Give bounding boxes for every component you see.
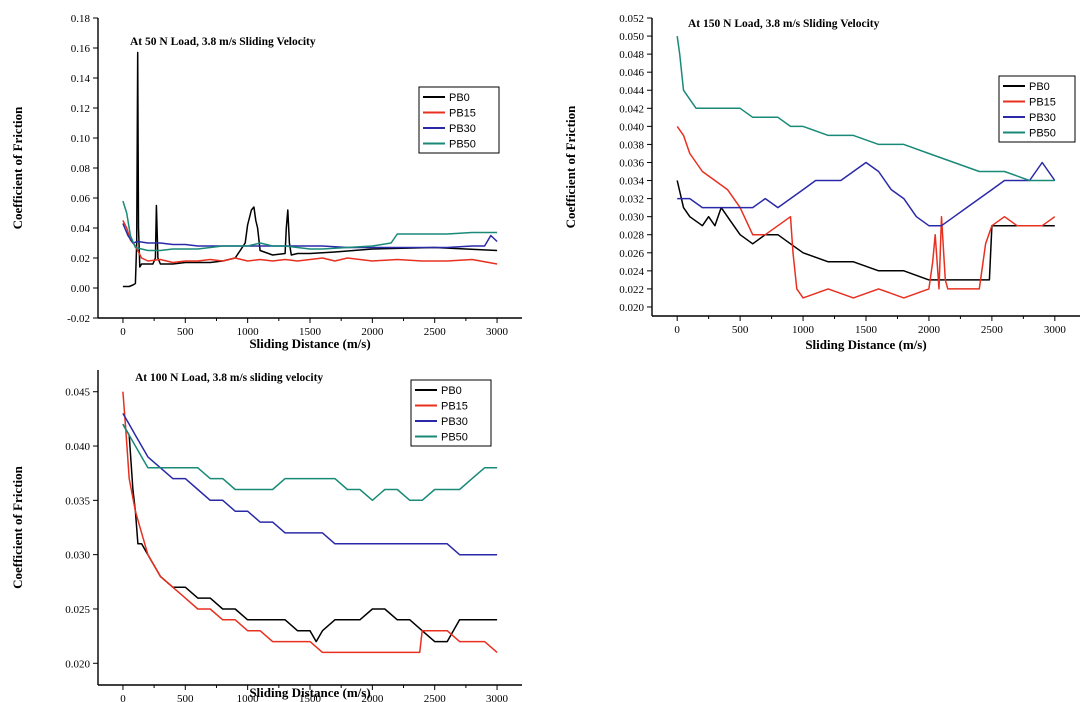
x-tick-label: 3000 [1044, 324, 1067, 336]
x-tick-label: 3000 [486, 326, 509, 338]
legend-label-pb15: PB15 [441, 401, 468, 413]
y-tick-label: 0.046 [619, 67, 644, 79]
chart-title: At 100 N Load, 3.8 m/s sliding velocity [135, 372, 323, 384]
y-tick-label: 0.036 [619, 157, 644, 169]
legend-label-pb30: PB30 [449, 123, 476, 135]
y-tick-label: 0.04 [71, 223, 91, 235]
x-tick-label: 500 [177, 693, 194, 702]
chart-title: At 50 N Load, 3.8 m/s Sliding Velocity [130, 36, 316, 48]
x-tick-label: 500 [732, 324, 749, 336]
x-tick-label: 1500 [299, 693, 322, 702]
y-tick-label: 0.020 [65, 658, 90, 670]
x-tick-label: 0 [120, 693, 126, 702]
y-tick-label: 0.040 [65, 441, 90, 453]
chart-title: At 150 N Load, 3.8 m/s Sliding Velocity [688, 18, 880, 30]
y-tick-label: 0.10 [71, 133, 91, 145]
y-tick-label: 0.16 [71, 43, 91, 55]
series-pb50-line [122, 200, 498, 252]
x-axis-title: Sliding Distance (m/s) [249, 336, 370, 351]
y-tick-label: 0.08 [71, 163, 91, 175]
x-tick-label: 0 [674, 324, 680, 336]
y-tick-label: 0.12 [71, 103, 90, 115]
chart-150n-load: 0 500 1000 1500 2000 2500 3000 0.020 0.022 0.024 0… [563, 13, 1080, 352]
series-pb15-line [122, 220, 498, 265]
y-tick-label: 0.035 [65, 495, 90, 507]
series-pb50-line [676, 35, 1055, 182]
x-tick-label: 1000 [237, 693, 260, 702]
x-tick-label: 2500 [981, 324, 1004, 336]
y-tick-label: 0.048 [619, 49, 644, 61]
x-axis-title: Sliding Distance (m/s) [249, 685, 370, 700]
x-tick-label: 2000 [361, 693, 384, 702]
x-tick-label: 500 [177, 326, 194, 338]
legend-label-pb30: PB30 [1029, 112, 1056, 124]
x-tick-label: 1500 [855, 324, 878, 336]
x-tick-label: 2500 [424, 326, 447, 338]
legend-box [410, 379, 492, 447]
x-tick-label: 1000 [237, 326, 260, 338]
series-pb15-line [676, 125, 1056, 299]
series-pb15-line [122, 391, 498, 654]
legend-label-pb0: PB0 [441, 385, 462, 397]
y-tick-label: 0.026 [619, 248, 644, 260]
y-axis-title: Coefficient of Friction [563, 105, 578, 229]
legend-label-pb50: PB50 [441, 432, 468, 444]
y-tick-label: 0.032 [619, 194, 644, 206]
x-tick-label: 0 [120, 326, 126, 338]
x-tick-label: 1000 [792, 324, 815, 336]
series-pb50-line [122, 423, 498, 502]
legend-label-pb30: PB30 [441, 416, 468, 428]
legend-label-pb15: PB15 [1029, 97, 1056, 109]
y-tick-label: 0.02 [71, 253, 90, 265]
legend-label-pb0: PB0 [1029, 81, 1050, 93]
legend-label-pb50: PB50 [449, 139, 476, 151]
x-axis-title: Sliding Distance (m/s) [805, 337, 926, 352]
y-tick-label: 0.034 [619, 176, 644, 188]
y-tick-label: -0.02 [67, 313, 90, 325]
y-tick-label: 0.030 [619, 212, 644, 224]
y-axis-title: Coefficient of Friction [10, 106, 25, 230]
y-tick-label: 0.14 [71, 73, 91, 85]
legend-label-pb15: PB15 [449, 108, 476, 120]
series-pb0-line [676, 180, 1055, 281]
chart-100n-load: 0 500 1000 1500 2000 2500 3000 0.020 0.025 0.030 0… [10, 370, 522, 702]
chart-50n-load: 0 500 1000 1500 2000 2500 3000 -0.02 0.00 0.02 0.0… [10, 13, 522, 351]
y-tick-label: 0.024 [619, 266, 644, 278]
series-pb30-line [122, 413, 498, 556]
y-tick-label: 0.025 [65, 604, 90, 616]
x-tick-label: 2000 [918, 324, 941, 336]
y-tick-label: 0.00 [71, 283, 91, 295]
legend-label-pb0: PB0 [449, 92, 470, 104]
x-tick-label: 3000 [486, 693, 509, 702]
y-tick-label: 0.028 [619, 230, 644, 242]
y-tick-label: 0.022 [619, 284, 644, 296]
legend-label-pb50: PB50 [1029, 128, 1056, 140]
y-tick-label: 0.030 [65, 550, 90, 562]
y-tick-label: 0.050 [619, 31, 644, 43]
y-tick-label: 0.040 [619, 121, 644, 133]
y-tick-label: 0.038 [619, 139, 644, 151]
series-pb30-line [677, 161, 1056, 227]
x-tick-label: 2500 [424, 693, 447, 702]
y-tick-label: 0.042 [619, 103, 644, 115]
y-tick-label: 0.052 [619, 13, 644, 25]
y-tick-label: 0.18 [71, 13, 91, 25]
y-tick-label: 0.06 [71, 193, 91, 205]
y-tick-label: 0.020 [619, 302, 644, 314]
x-tick-label: 1500 [299, 326, 322, 338]
x-tick-label: 2000 [361, 326, 384, 338]
y-tick-label: 0.044 [619, 85, 644, 97]
y-tick-label: 0.045 [65, 387, 90, 399]
y-axis-title: Coefficient of Friction [10, 465, 25, 589]
series-pb30-line [122, 223, 498, 249]
